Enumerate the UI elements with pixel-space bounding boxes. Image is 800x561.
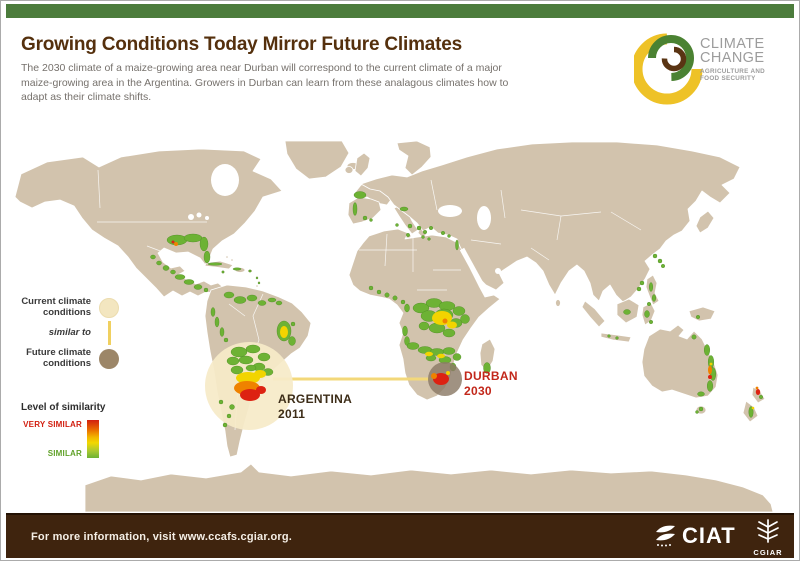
very-similar-label: VERY SIMILAR <box>23 420 82 429</box>
cgiar-logo: CGIAR <box>748 518 788 557</box>
ccafs-line2: CHANGE <box>700 50 765 66</box>
ccafs-logo-text: CLIMATE CHANGE AGRICULTURE AND FOOD SECU… <box>700 37 765 82</box>
footer-info-text: For more information, visit www.ccafs.cg… <box>31 531 293 543</box>
future-conditions-swatch-icon <box>99 348 119 369</box>
current-conditions-label: Current climate conditions <box>21 296 91 318</box>
header-green-bar <box>6 4 794 18</box>
world-map <box>14 140 774 512</box>
similarity-legend: Level of similarity VERY SIMILAR SIMILAR <box>21 402 131 458</box>
ccafs-line3: AGRICULTURE AND <box>700 68 766 75</box>
durban-label: DURBAN <box>464 369 518 383</box>
argentina-label: ARGENTINA <box>278 392 353 406</box>
footer-bar: For more information, visit www.ccafs.cg… <box>6 513 794 558</box>
future-conditions-label: Future climate conditions <box>26 347 91 369</box>
current-conditions-swatch-icon <box>99 297 119 318</box>
similar-to-line-icon <box>107 321 111 345</box>
ccafs-logo: CLIMATE CHANGE AGRICULTURE AND FOOD SECU… <box>634 25 794 120</box>
ccafs-emblem-icon <box>634 33 703 105</box>
argentina-year: 2011 <box>278 407 306 421</box>
page-title: Growing Conditions Today Mirror Future C… <box>21 34 462 55</box>
similarity-gradient-bar <box>87 420 99 458</box>
ciat-logo: CIAT <box>654 523 736 549</box>
cgiar-wheat-icon <box>757 519 779 543</box>
ccafs-line1: CLIMATE <box>700 36 765 52</box>
page-subtitle: The 2030 climate of a maize-growing area… <box>21 62 509 103</box>
ciat-leaf-icon <box>656 525 675 547</box>
ccafs-line4: FOOD SECURITY <box>700 75 756 82</box>
similar-to-label: similar to <box>48 326 91 338</box>
durban-year: 2030 <box>464 384 492 398</box>
cgiar-wordmark: CGIAR <box>753 548 783 557</box>
similarity-legend-title: Level of similarity <box>21 402 106 413</box>
similar-label: SIMILAR <box>47 449 82 458</box>
climate-conditions-legend: Current climate conditions similar to Fu… <box>17 296 135 372</box>
ciat-wordmark: CIAT <box>682 523 736 548</box>
